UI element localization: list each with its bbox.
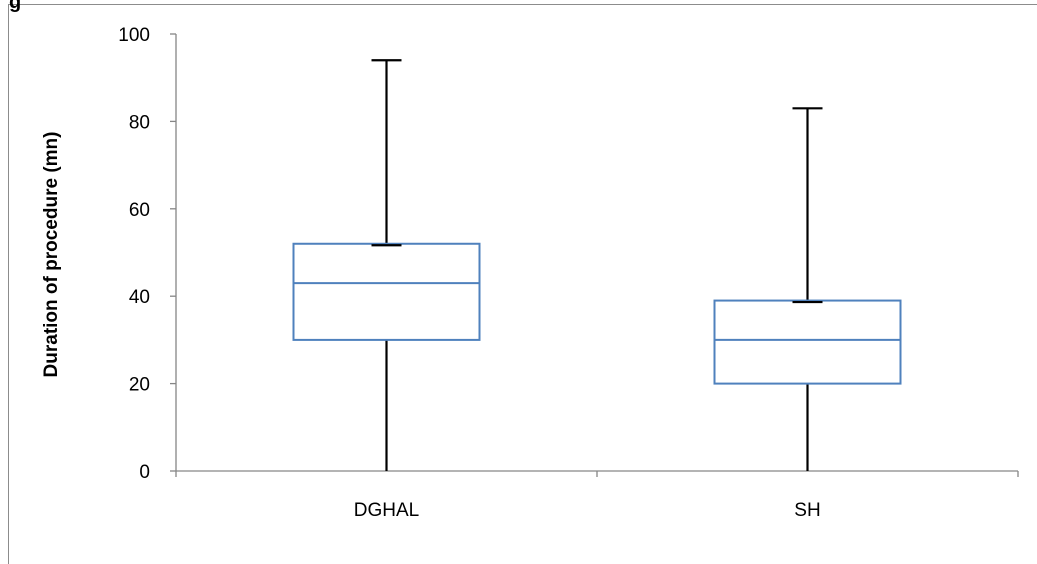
iqr-box: [292, 242, 481, 341]
figure-frame: g: [8, 0, 1037, 564]
y-tick-label: 0: [139, 462, 150, 483]
figure-caption-fragment: g: [9, 0, 22, 13]
y-tick-label: 20: [129, 375, 150, 396]
box-group-dghal: [292, 59, 481, 471]
box-group-sh: [713, 107, 902, 471]
box-plot-chart: 0 20 40 60 80 100 Duration of procedure (mn) DG…: [41, 25, 1019, 521]
category-label-sh: SH: [794, 500, 820, 521]
y-axis-title: Duration of procedure (mn): [41, 132, 62, 378]
labels: 0 20 40 60 80 100 Duration of procedure (mn) DG…: [41, 25, 821, 521]
y-tick-label: 40: [129, 287, 150, 308]
y-tick-label: 80: [129, 112, 150, 133]
iqr-box: [713, 299, 902, 385]
y-tick-label: 60: [129, 200, 150, 221]
boxes: [292, 59, 902, 471]
axes: [170, 33, 1019, 477]
y-tick-label: 100: [118, 25, 150, 46]
category-label-dghal: DGHAL: [354, 500, 419, 521]
